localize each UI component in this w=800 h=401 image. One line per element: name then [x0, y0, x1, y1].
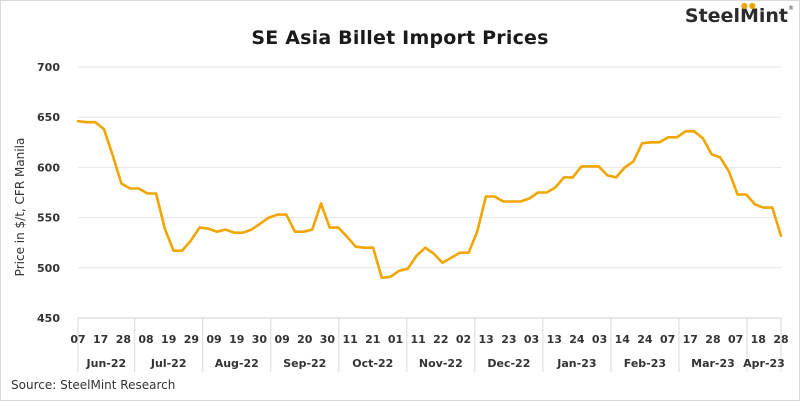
x-tick-label: 22: [433, 333, 448, 346]
y-tick-label: 600: [37, 161, 60, 174]
x-tick-label: 21: [365, 333, 380, 346]
price-line: [76, 119, 783, 280]
x-tick-label: 19: [229, 333, 244, 346]
month-label: Nov-22: [419, 357, 463, 370]
month-label: Apr-23: [743, 357, 785, 370]
x-tick-label: 02: [456, 333, 471, 346]
logo-dots-icon: ●●: [740, 1, 757, 10]
y-tick-label: 500: [37, 262, 60, 275]
y-tick-label: 650: [37, 111, 60, 124]
y-tick-label: 550: [37, 212, 60, 225]
x-tick-label: 18: [751, 333, 766, 346]
x-tick-label: 30: [252, 333, 268, 346]
registered-mark: ®: [788, 5, 794, 12]
x-tick-label: 20: [297, 333, 313, 346]
x-tick-label: 13: [479, 333, 494, 346]
month-label: Aug-22: [215, 357, 259, 370]
x-tick-label: 13: [547, 333, 562, 346]
logo-text: SteelMint: [684, 5, 788, 27]
y-tick-label: 450: [37, 312, 60, 325]
x-tick-label: 17: [93, 333, 108, 346]
month-label: Jan-23: [556, 357, 596, 370]
x-tick-label: 24: [569, 333, 585, 346]
y-tick-label: 700: [37, 61, 60, 74]
x-tick-label: 01: [388, 333, 403, 346]
x-tick-label: 03: [592, 333, 607, 346]
x-tick-label: 11: [342, 333, 357, 346]
month-label: Mar-23: [691, 357, 735, 370]
x-tick-label: 30: [320, 333, 336, 346]
source-note: Source: SteelMint Research: [11, 378, 176, 392]
chart-title: SE Asia Billet Import Prices: [251, 27, 549, 49]
x-tick-label: 03: [524, 333, 539, 346]
x-tick-label: 11: [411, 333, 426, 346]
month-label: Feb-23: [624, 357, 666, 370]
steelmint-logo: ●● SteelMint®: [684, 1, 794, 27]
x-tick-label: 09: [206, 333, 221, 346]
x-tick-label: 29: [184, 333, 199, 346]
x-tick-label: 08: [138, 333, 153, 346]
x-tick-label: 09: [274, 333, 289, 346]
month-label: Dec-22: [487, 357, 530, 370]
month-label: Sep-22: [283, 357, 326, 370]
x-tick-label: 28: [116, 333, 131, 346]
x-tick-label: 14: [615, 333, 631, 346]
x-tick-label: 19: [161, 333, 176, 346]
month-label: Jul-22: [150, 357, 187, 370]
x-tick-label: 28: [705, 333, 720, 346]
x-tick-label: 07: [728, 333, 743, 346]
x-tick-label: 17: [683, 333, 698, 346]
x-tick-label: 23: [501, 333, 516, 346]
month-label: Jun-22: [86, 357, 127, 370]
x-tick-label: 07: [660, 333, 675, 346]
month-label: Oct-22: [352, 357, 393, 370]
x-tick-label: 24: [637, 333, 653, 346]
